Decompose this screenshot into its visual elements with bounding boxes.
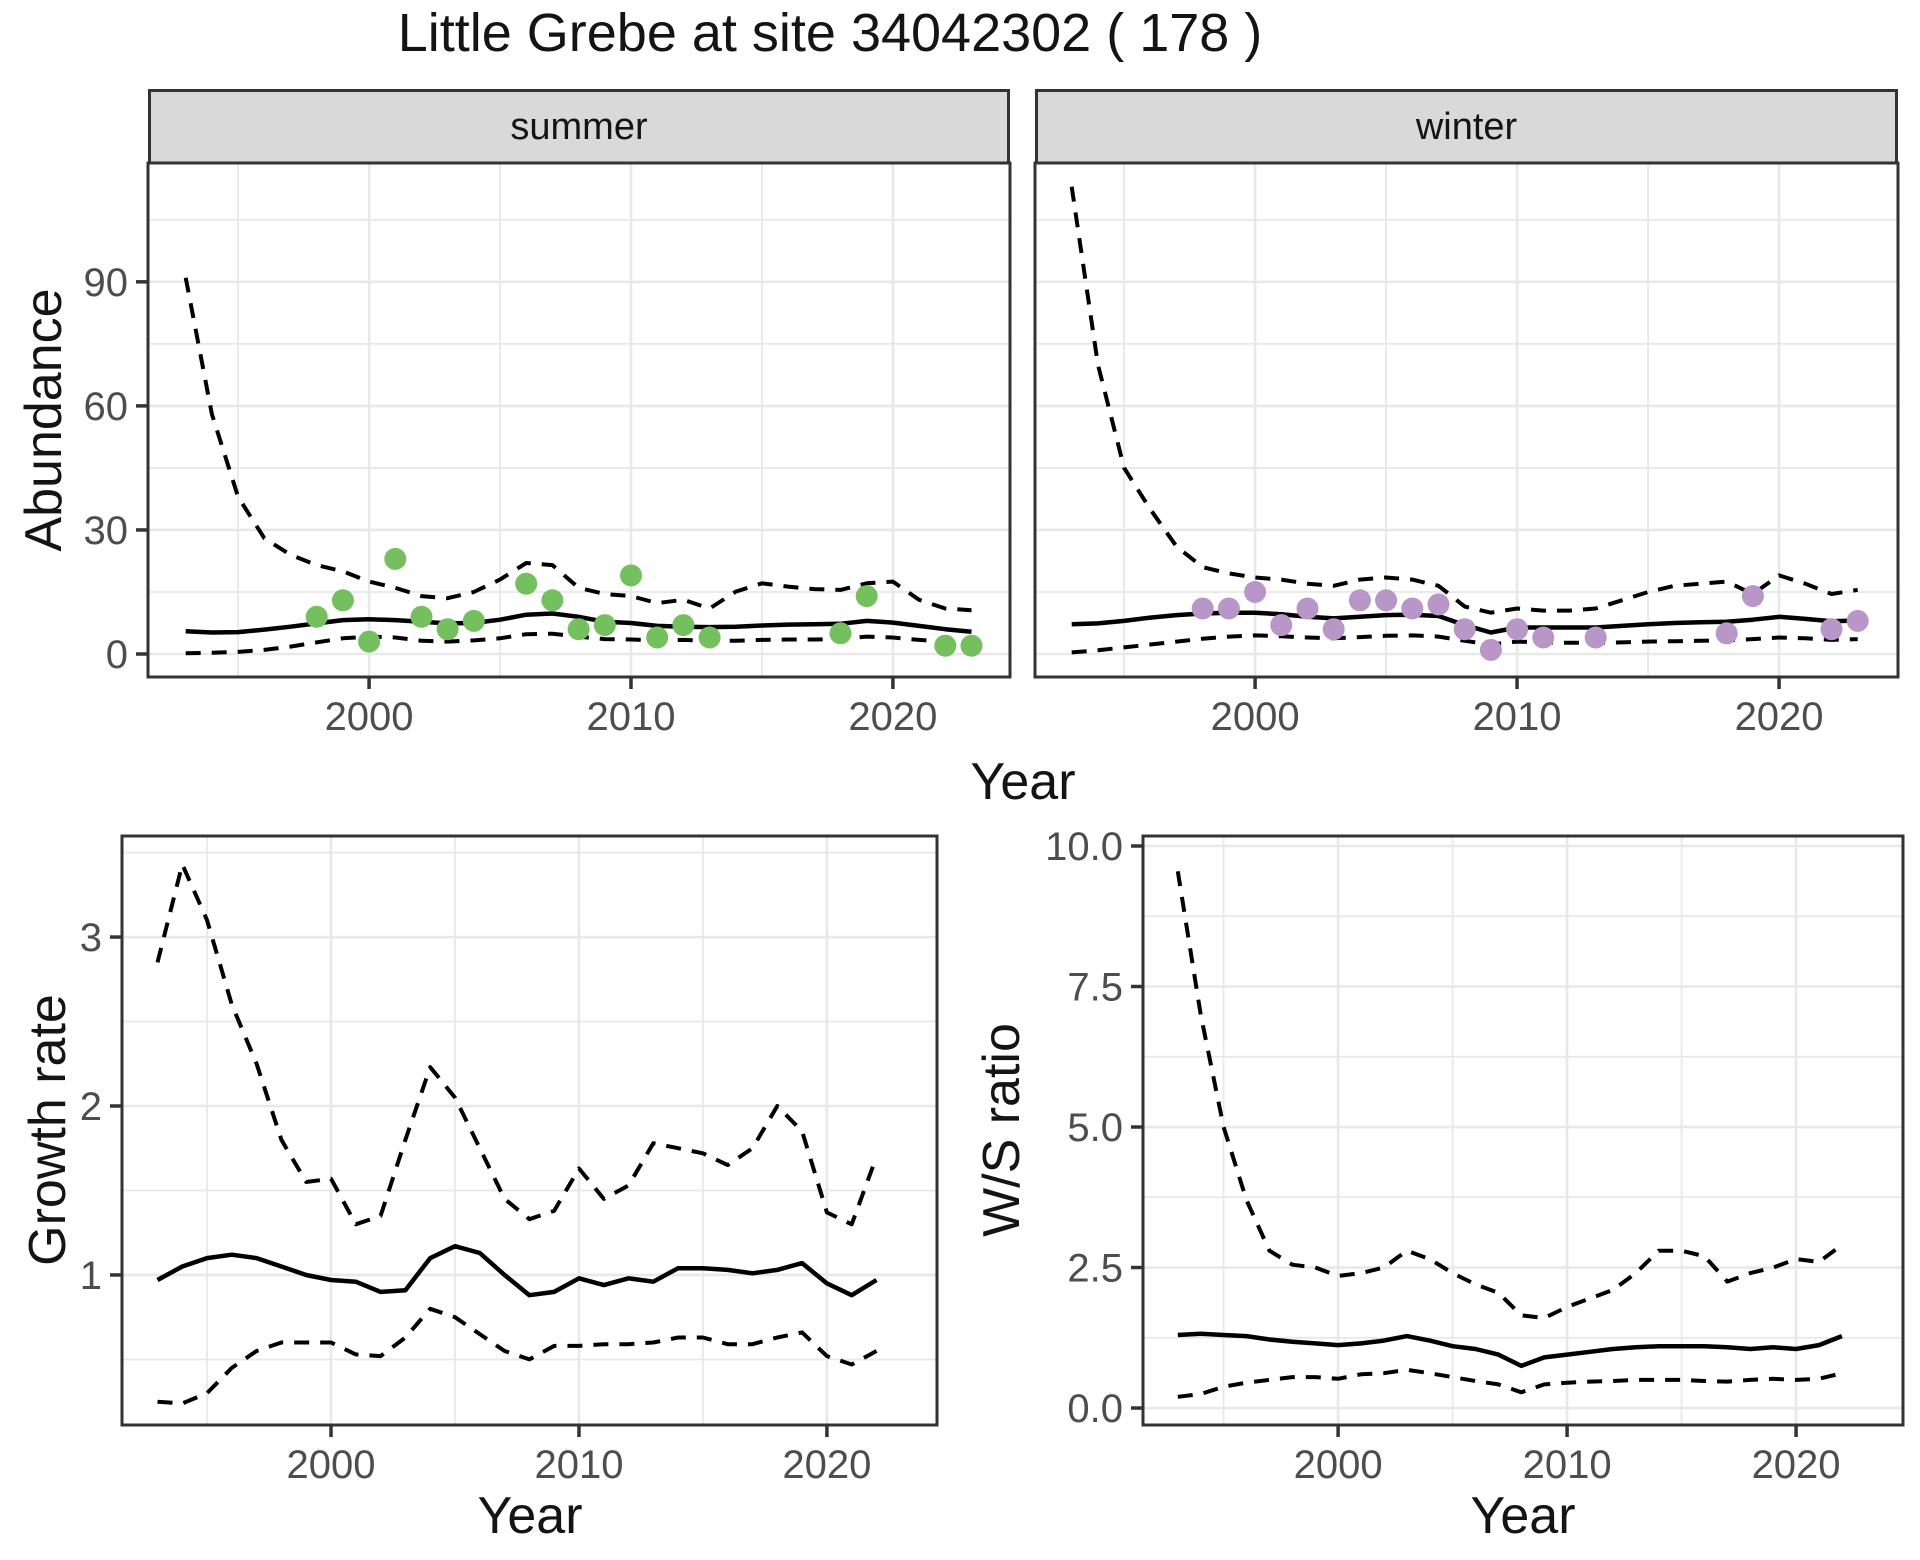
facet-strip-summer-label: summer (510, 105, 648, 148)
data-point (515, 572, 538, 595)
panel-abundance-summer: 2000 2010 2020 0 30 60 90 (84, 161, 1012, 739)
upper-ci-line (1069, 186, 1859, 615)
fit-line (1177, 1331, 1843, 1369)
panel-border (120, 834, 939, 1427)
x-tick-label: 2000 (325, 695, 414, 739)
x-tick-label: 2020 (848, 695, 937, 739)
data-point (1532, 626, 1555, 649)
x-tick-label: 2020 (1735, 695, 1824, 739)
data-point (384, 547, 407, 570)
panel-border (146, 161, 1012, 679)
data-point (567, 618, 590, 641)
y-tick-label: 90 (84, 261, 129, 305)
x-axis-title-year-bottom-right: Year (1470, 1487, 1576, 1545)
data-point (331, 589, 354, 612)
y-tick-label: 10.0 (1045, 825, 1123, 869)
panel-background (1143, 836, 1903, 1425)
y-tick-label: 2.5 (1067, 1247, 1123, 1291)
y-tick-label: 30 (84, 509, 129, 553)
x-tick-label: 2010 (534, 1443, 623, 1487)
data-point (358, 630, 381, 653)
data-point (620, 564, 642, 587)
panel-abundance-winter: 2000 2010 2020 (1033, 161, 1900, 739)
data-point (855, 585, 878, 608)
y-tick-label: 3 (80, 916, 102, 960)
upper-ci-line (183, 277, 972, 613)
data-point (672, 614, 695, 637)
data-point (1191, 597, 1214, 620)
panel-ws-ratio: 2000 2010 2020 0.0 2.5 5.0 7.5 10.0 (1045, 825, 1905, 1487)
x-axis-title-year-bottom-left: Year (477, 1487, 583, 1545)
panel-background (1035, 163, 1898, 677)
data-point (410, 605, 433, 628)
data-point (646, 626, 669, 649)
data-point (960, 634, 983, 657)
x-axis-title-year-top: Year (970, 753, 1076, 811)
data-point (1322, 618, 1345, 641)
facet-strip-summer: summer (148, 89, 1010, 165)
page-title: Little Grebe at site 34042302 ( 178 ) (397, 3, 1263, 63)
data-point (934, 634, 957, 657)
x-tick-label: 2010 (587, 695, 676, 739)
facet-strip-winter-label: winter (1415, 105, 1518, 148)
data-point (1427, 593, 1450, 616)
y-axis-title-growth-rate: Growth rate (19, 994, 77, 1266)
data-point (1506, 618, 1529, 641)
fit-line (156, 1243, 878, 1298)
panel-border (1033, 161, 1900, 679)
data-point (1296, 597, 1319, 620)
data-point (1270, 614, 1293, 637)
panel-growth-rate: 2000 2010 2020 1 2 3 (80, 834, 939, 1487)
upper-ci-line (155, 862, 879, 1227)
data-point (1401, 597, 1424, 620)
y-axis-title-abundance: Abundance (15, 288, 73, 552)
data-point (1375, 589, 1398, 612)
facet-strip-winter: winter (1035, 89, 1898, 165)
y-tick-label: 2 (80, 1085, 102, 1129)
x-tick-label: 2020 (1752, 1443, 1841, 1487)
data-point (1244, 581, 1267, 603)
y-axis-title-ws-ratio: W/S ratio (973, 1023, 1031, 1237)
data-point (1584, 626, 1607, 649)
x-tick-label: 2020 (782, 1443, 871, 1487)
data-point (698, 626, 721, 649)
data-point (1846, 609, 1869, 632)
panel-background (148, 163, 1010, 677)
data-point (593, 614, 616, 637)
y-tick-label: 5.0 (1067, 1106, 1123, 1150)
data-point (541, 589, 564, 612)
x-tick-label: 2000 (287, 1443, 376, 1487)
panel-border (1141, 834, 1905, 1427)
x-tick-label: 2000 (1294, 1443, 1383, 1487)
y-tick-label: 60 (84, 385, 129, 429)
lower-ci-line (1177, 1367, 1843, 1399)
data-point (1479, 638, 1502, 661)
data-point (1715, 622, 1738, 645)
data-point (1820, 618, 1843, 641)
y-tick-label: 0 (106, 633, 128, 677)
y-tick-label: 7.5 (1067, 966, 1123, 1010)
y-tick-label: 0.0 (1067, 1387, 1123, 1431)
data-point (436, 618, 459, 641)
panel-background (122, 836, 937, 1425)
data-point (462, 609, 485, 632)
x-tick-label: 2010 (1473, 695, 1562, 739)
y-tick-label: 1 (80, 1254, 102, 1298)
data-point (1741, 585, 1764, 608)
upper-ci-line (1175, 870, 1844, 1321)
lower-ci-line (157, 1306, 878, 1406)
data-point (1217, 597, 1240, 620)
x-tick-label: 2010 (1523, 1443, 1612, 1487)
data-point (1348, 589, 1371, 612)
data-point (1453, 618, 1476, 641)
x-tick-label: 2000 (1211, 695, 1300, 739)
data-point (305, 605, 328, 628)
data-point (829, 622, 852, 645)
